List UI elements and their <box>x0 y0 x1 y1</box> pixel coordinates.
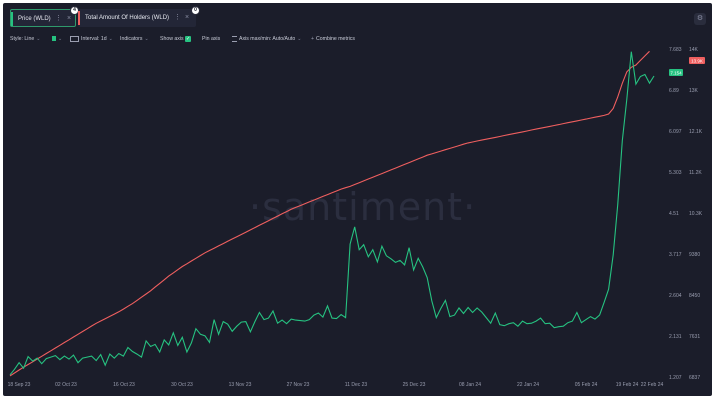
x-tick-label: 16 Oct 23 <box>113 382 135 388</box>
price-series-line <box>9 51 655 376</box>
x-tick-label: 30 Oct 23 <box>171 382 193 388</box>
style-selector[interactable]: Style: Line ⌄ <box>10 33 41 45</box>
x-tick-label: 02 Oct 23 <box>55 382 77 388</box>
holders-last-badge <box>689 57 705 64</box>
price-tick-label: 1.207 <box>669 375 682 381</box>
holders-tick-label: 13K <box>689 88 699 94</box>
close-icon[interactable]: × <box>67 15 72 22</box>
chevron-down-icon: ⌄ <box>58 36 63 42</box>
price-axis: 1.207 2.131 2.604 3.717 4.51 5.303 6.097 6.89 7.… <box>669 47 682 381</box>
chart-plot: 18 Sep 23 02 Oct 23 16 Oct 23 30 Oct 23 13 N… <box>8 47 705 388</box>
plus-icon: + <box>311 36 315 42</box>
metric-tabs: Price (WLD) ⋮ × 4 Total Amount Of Holder… <box>3 3 712 29</box>
x-tick-label: 19 Feb 24 <box>616 382 639 388</box>
tab-price-wld[interactable]: Price (WLD) ⋮ × <box>10 9 76 27</box>
x-tick-label: 08 Jan 24 <box>459 382 481 388</box>
tab-badge: 0 <box>191 6 200 15</box>
chevron-down-icon: ⌄ <box>108 36 114 42</box>
axis-icon <box>232 35 237 42</box>
price-last-value: 7.154 <box>670 71 682 76</box>
x-tick-label: 22 Jan 24 <box>517 382 539 388</box>
x-tick-label: 11 Dec 23 <box>345 382 368 388</box>
holders-tick-label: 7631 <box>689 334 700 340</box>
holders-tick-label: 14K <box>689 47 699 53</box>
show-axis-toggle[interactable]: Show axis ✓ <box>160 33 192 45</box>
price-last-badge <box>669 69 683 76</box>
price-tick-label: 2.131 <box>669 334 682 340</box>
indicators-selector[interactable]: Indicators ⌄ <box>120 33 149 45</box>
x-tick-label: 05 Feb 24 <box>575 382 598 388</box>
holders-tick-label: 6837 <box>689 375 700 381</box>
interval-selector[interactable]: Interval: 1d ⌄ <box>70 33 113 45</box>
holders-tick-label: 9380 <box>689 252 700 258</box>
price-tick-label: 2.604 <box>669 293 682 299</box>
holders-tick-label: 11.2K <box>689 170 702 176</box>
combine-label: Combine metrics <box>316 36 355 42</box>
price-tick-label: 4.51 <box>669 211 679 217</box>
chevron-down-icon: ⌄ <box>36 36 41 42</box>
holders-series-line <box>9 50 650 377</box>
gear-icon[interactable]: ⚙ <box>694 13 706 25</box>
santiment-watermark: ·santiment· <box>249 185 477 229</box>
x-tick-label: 18 Sep 23 <box>8 382 31 388</box>
price-tick-label: 7.683 <box>669 47 682 53</box>
holders-tick-label: 8450 <box>689 293 700 299</box>
x-tick-label: 13 Nov 23 <box>229 382 252 388</box>
holders-tick-label: 12.1K <box>689 129 703 135</box>
x-tick-label: 27 Nov 23 <box>287 382 310 388</box>
chart-toolbar: Style: Line ⌄ ⌄ Interval: 1d ⌄ Indicators ⌄… <box>10 33 712 45</box>
color-selector[interactable]: ⌄ <box>50 33 62 45</box>
price-tick-label: 5.303 <box>669 170 682 176</box>
interval-label: Interval: 1d <box>81 36 107 42</box>
tab-total-holders-wld[interactable]: Total Amount Of Holders (WLD) ⋮ × <box>78 9 196 27</box>
series-color-bar <box>78 11 80 25</box>
tab-label: Total Amount Of Holders (WLD) <box>85 15 170 21</box>
more-icon[interactable]: ⋮ <box>55 15 62 22</box>
chart-window: Price (WLD) ⋮ × 4 Total Amount Of Holder… <box>3 3 712 396</box>
x-tick-label: 22 Feb 24 <box>641 382 664 388</box>
pin-axis-label: Pin axis <box>202 36 221 42</box>
pin-axis-toggle[interactable]: Pin axis <box>202 33 220 45</box>
color-swatch <box>52 36 56 42</box>
combine-metrics-button[interactable]: + Combine metrics <box>311 33 355 45</box>
close-icon[interactable]: × <box>185 14 190 21</box>
show-axis-label: Show axis <box>160 36 184 42</box>
axis-maxmin-selector[interactable]: Axis max/min: Auto/Auto ⌄ <box>232 33 302 45</box>
series-color-bar <box>11 12 13 26</box>
price-tick-label: 3.717 <box>669 252 682 258</box>
x-tick-label: 25 Dec 23 <box>403 382 426 388</box>
more-icon[interactable]: ⋮ <box>174 14 181 21</box>
x-axis: 18 Sep 23 02 Oct 23 16 Oct 23 30 Oct 23 13 N… <box>8 382 664 388</box>
price-tick-label: 6.097 <box>669 129 682 135</box>
chevron-down-icon: ⌄ <box>144 36 149 42</box>
price-tick-label: 6.89 <box>669 88 679 94</box>
chevron-down-icon: ⌄ <box>297 36 302 42</box>
holders-tick-label: 10.3K <box>689 211 703 217</box>
holders-last-value: 13.9K <box>691 59 703 64</box>
calendar-icon <box>70 35 79 42</box>
tab-label: Price (WLD) <box>18 16 51 22</box>
last-value-labels: 7.154 13.9K <box>669 57 705 76</box>
holders-axis: 6837 7631 8450 9380 10.3K 11.2K 12.1K 13K 14K <box>689 47 703 381</box>
indicators-label: Indicators <box>120 36 143 42</box>
axis-maxmin-label: Axis max/min: Auto/Auto <box>239 36 296 42</box>
style-label: Style: Line <box>10 36 35 42</box>
check-icon: ✓ <box>185 35 192 42</box>
